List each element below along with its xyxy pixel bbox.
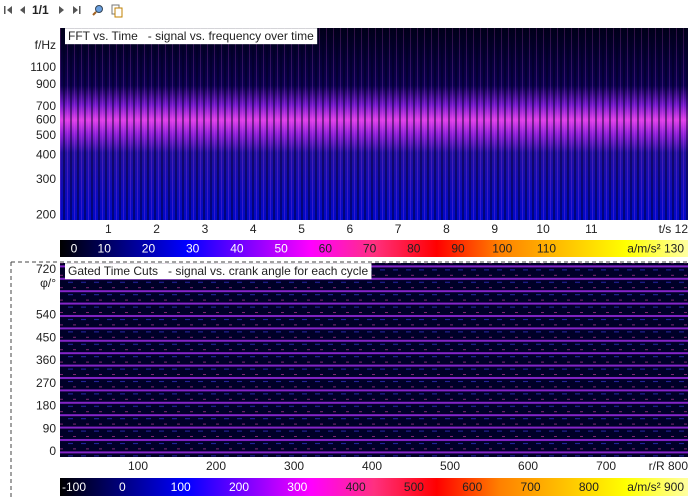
colorbar-tick-label: 20 (142, 242, 156, 256)
colorbar-tick-label: -100 (62, 480, 86, 494)
y-tick-label: 400 (36, 147, 56, 161)
colorbar-tick-label: 200 (229, 480, 249, 494)
x-tick-label: 700 (596, 459, 616, 473)
x-tick-label: 100 (128, 459, 148, 473)
colorbar-tick-label: 500 (404, 480, 424, 494)
prev-page-button[interactable] (20, 6, 25, 14)
page-indicator: 1/1 (32, 3, 49, 17)
plot-title: FFT vs. Time - signal vs. frequency over… (68, 29, 314, 43)
colorbar-tick-label: 800 (579, 480, 599, 494)
last-page-button[interactable] (73, 6, 81, 14)
colorbar-tick-label: 70 (363, 242, 377, 256)
y-tick-label: 600 (36, 112, 56, 126)
x-tick-label: 10 (536, 222, 550, 236)
plot-title-bg (65, 263, 372, 280)
spectrogram-texture (60, 28, 688, 220)
y-tick-label: 540 (36, 308, 56, 322)
y-tick-label: 1100 (30, 60, 56, 74)
x-tick-label: 7 (395, 222, 402, 236)
y-tick-label: 90 (43, 421, 57, 435)
x-tick-label: 200 (206, 459, 226, 473)
y-tick-label: 720 (36, 262, 56, 276)
colorbar-tick-label: 90 (451, 242, 465, 256)
colorbar-tick-label: 80 (407, 242, 421, 256)
gated-cuts-texture (60, 263, 688, 457)
x-tick-label: 500 (440, 459, 460, 473)
colorbar (60, 478, 688, 496)
colorbar (60, 240, 688, 257)
colorbar-tick-label: 10 (98, 242, 112, 256)
colorbar-tick-label: 0 (71, 242, 78, 256)
y-axis-label: f/Hz (35, 38, 56, 52)
first-page-button[interactable] (4, 6, 12, 14)
colorbar-tick-label: 100 (171, 480, 191, 494)
colorbar-tick-label: a/m/s² 900 (627, 480, 684, 494)
x-tick-label: 4 (250, 222, 257, 236)
y-tick-label: 450 (36, 330, 56, 344)
y-tick-label: 0 (49, 444, 56, 458)
x-tick-label: 8 (443, 222, 450, 236)
x-tick-label: 3 (202, 222, 209, 236)
y-tick-label: 200 (36, 207, 56, 221)
y-tick-label: 360 (36, 353, 56, 367)
x-tick-label: 6 (347, 222, 354, 236)
x-tick-label: 400 (362, 459, 382, 473)
x-tick-label: 300 (284, 459, 304, 473)
toolbar-bg (0, 0, 691, 22)
toolbar: 1/1 (0, 0, 691, 22)
colorbar-tick-label: a/m/s² 130 (627, 242, 684, 256)
x-tick-label: t/s 12 (659, 222, 689, 236)
y-axis-label: φ/° (40, 276, 56, 290)
x-tick-label: 600 (518, 459, 538, 473)
selection-border (10, 261, 690, 498)
x-tick-label: r/R 800 (649, 459, 689, 473)
plot-title-bg (65, 28, 318, 45)
y-tick-label: 300 (36, 172, 56, 186)
colorbar-tick-label: 100 (492, 242, 512, 256)
colorbar-tick-label: 30 (186, 242, 200, 256)
next-page-button[interactable] (59, 6, 64, 14)
copy-button[interactable] (111, 4, 123, 18)
y-tick-label: 900 (36, 77, 56, 91)
colorbar-tick-label: 700 (521, 480, 541, 494)
zoom-button[interactable] (92, 5, 103, 16)
colorbar-tick-label: 40 (230, 242, 244, 256)
y-tick-label: 270 (36, 376, 56, 390)
plot-title: Gated Time Cuts - signal vs. crank angle… (68, 264, 368, 278)
y-tick-label: 500 (36, 128, 56, 142)
colorbar-tick-label: 110 (537, 242, 556, 256)
x-tick-label: 11 (585, 222, 598, 236)
x-tick-label: 5 (298, 222, 305, 236)
colorbar-tick-label: 600 (462, 480, 482, 494)
colorbar-tick-label: 60 (319, 242, 333, 256)
x-tick-label: 9 (491, 222, 498, 236)
colorbar-tick-label: 300 (287, 480, 307, 494)
colorbar-tick-label: 0 (119, 480, 126, 494)
colorbar-tick-label: 50 (274, 242, 288, 256)
y-tick-label: 700 (36, 99, 56, 113)
colorbar-tick-label: 400 (346, 480, 366, 494)
x-tick-label: 1 (105, 222, 112, 236)
y-tick-label: 180 (36, 399, 56, 413)
x-tick-label: 2 (153, 222, 160, 236)
